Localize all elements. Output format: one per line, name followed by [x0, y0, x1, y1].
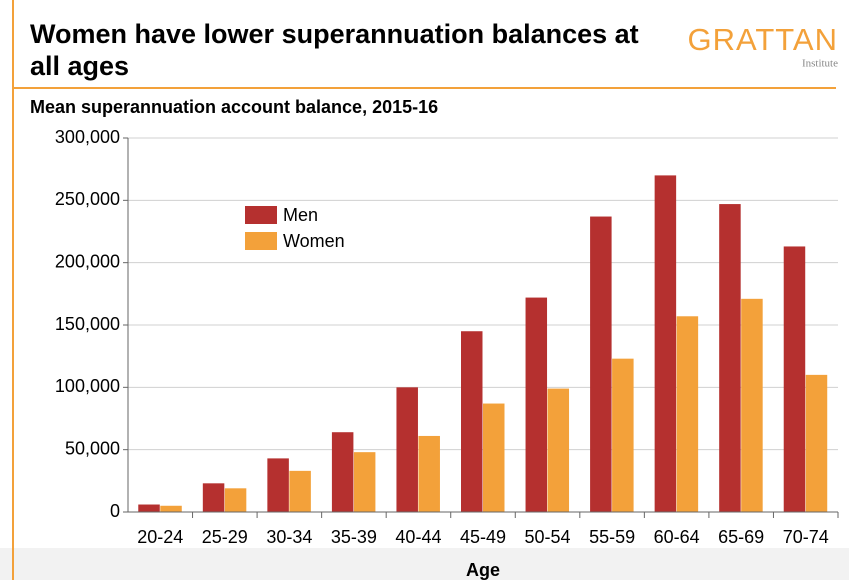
bar — [654, 175, 677, 512]
bar — [612, 358, 634, 512]
y-tick-label: 150,000 — [55, 314, 120, 334]
x-axis-label: Age — [466, 560, 500, 580]
x-tick-label: 60-64 — [654, 527, 700, 547]
x-tick-label: 35-39 — [331, 527, 377, 547]
bar — [396, 387, 418, 512]
bar — [331, 432, 354, 512]
x-tick-label: 45-49 — [460, 527, 506, 547]
bar — [805, 374, 828, 512]
x-tick-label: 25-29 — [202, 527, 248, 547]
bar — [418, 435, 440, 512]
bar — [741, 298, 763, 512]
bar — [224, 488, 247, 512]
x-tick-label: 50-54 — [525, 527, 571, 547]
bar — [461, 331, 483, 512]
y-tick-label: 0 — [110, 501, 120, 521]
legend-swatch — [245, 206, 277, 224]
y-tick-label: 200,000 — [55, 251, 120, 271]
bar — [483, 403, 505, 512]
x-tick-label: 65-69 — [718, 527, 764, 547]
footer-band — [0, 548, 849, 580]
y-tick-label: 50,000 — [65, 438, 120, 458]
bar — [590, 216, 612, 513]
legend-label: Women — [283, 231, 345, 251]
y-tick-label: 300,000 — [55, 127, 120, 147]
bar — [525, 297, 548, 512]
legend-label: Men — [283, 205, 318, 225]
x-tick-label: 30-34 — [266, 527, 312, 547]
x-tick-label: 55-59 — [589, 527, 635, 547]
bar — [289, 470, 311, 512]
bar — [676, 316, 699, 512]
x-tick-label: 20-24 — [137, 527, 183, 547]
bar — [719, 204, 741, 512]
logo-name: GRATTAN — [687, 22, 838, 57]
bar — [138, 504, 160, 512]
bar — [783, 246, 806, 512]
chart-subtitle: Mean superannuation account balance, 201… — [30, 97, 438, 117]
logo-tagline: Institute — [802, 58, 838, 70]
bar — [202, 483, 225, 512]
y-tick-label: 250,000 — [55, 189, 120, 209]
x-tick-label: 70-74 — [783, 527, 829, 547]
y-tick-label: 100,000 — [55, 376, 120, 396]
bar — [353, 452, 376, 512]
chart-title: Women have lower superannuation balances… — [30, 19, 639, 81]
x-tick-label: 40-44 — [395, 527, 441, 547]
bar — [160, 505, 182, 512]
bar — [547, 388, 570, 512]
bar — [267, 458, 289, 512]
legend-swatch — [245, 232, 277, 250]
